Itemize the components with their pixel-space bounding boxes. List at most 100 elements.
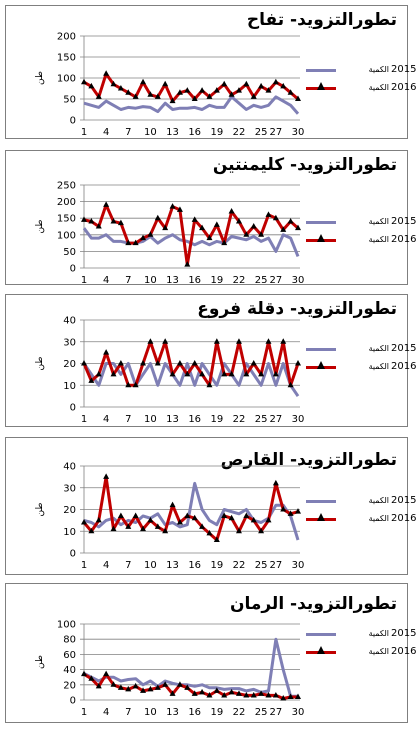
y-tick-label: 50	[63, 95, 76, 106]
data-point	[184, 370, 191, 377]
y-tick-label: 50	[63, 247, 76, 258]
data-point	[162, 224, 169, 231]
y-tick-label: 200	[57, 32, 76, 43]
x-tick-label: 13	[166, 414, 179, 425]
y-tick-label: 40	[63, 316, 76, 327]
x-tick-label: 4	[103, 414, 109, 425]
y-tick-label: 250	[57, 181, 76, 192]
x-tick-label: 27	[269, 414, 282, 425]
legend-series-label: الكمية	[368, 362, 389, 371]
y-axis-label: طن	[35, 219, 45, 233]
x-tick-label: 19	[210, 275, 223, 286]
data-point	[81, 216, 87, 222]
data-point	[206, 381, 213, 388]
x-tick-label: 4	[103, 560, 109, 571]
data-point	[169, 501, 176, 508]
legend-year: 2015	[391, 64, 417, 75]
x-tick-label: 25	[255, 127, 268, 138]
data-point	[88, 675, 95, 681]
data-point	[154, 360, 161, 366]
legend-marker-icon	[317, 646, 325, 654]
data-point	[272, 214, 279, 221]
legend-line-swatch	[306, 69, 336, 72]
legend-year: 2015	[391, 628, 417, 639]
data-point	[243, 512, 250, 519]
data-point	[154, 93, 161, 99]
data-point	[125, 381, 132, 388]
chart-title: تطورالتزويد- الرمان	[229, 594, 397, 614]
data-point	[235, 218, 242, 224]
chart-svg: 0 10 20 30 40 طن 1 4 7 10 13 16 19 22 25 27 30	[35, 316, 305, 426]
data-point	[117, 684, 124, 690]
data-point	[132, 512, 139, 519]
legend-entry: الكمية 2016	[306, 513, 416, 525]
y-tick-label: 150	[57, 53, 76, 64]
data-point	[140, 525, 147, 532]
y-tick-label: 20	[63, 359, 76, 370]
data-point	[125, 523, 132, 529]
x-tick-label: 1	[81, 560, 87, 571]
data-point	[147, 338, 154, 344]
data-point	[95, 93, 102, 99]
data-point	[272, 370, 279, 377]
chart-panel: تطورالتزويد- الرمان 0 20 40 60 80 100 طن 1 4 7 10 13…	[5, 583, 416, 723]
y-tick-label: 20	[63, 680, 76, 691]
data-point	[140, 78, 147, 85]
data-point	[132, 239, 139, 246]
legend-series-label: الكمية	[368, 65, 389, 74]
data-point	[221, 239, 228, 246]
data-point	[250, 360, 257, 366]
data-point	[117, 512, 124, 519]
legend-entry: الكمية 2015	[306, 495, 416, 507]
x-tick-label: 7	[125, 560, 131, 571]
data-point	[154, 523, 161, 529]
y-tick-label: 0	[70, 696, 76, 707]
data-point	[147, 91, 154, 97]
chart-svg: 0 20 40 60 80 100 طن 1 4 7 10 13 16 19 22 25 27 30	[35, 620, 304, 719]
series-line-2015	[83, 481, 300, 541]
data-point	[176, 360, 183, 366]
data-point	[81, 360, 87, 366]
y-tick-label: 10	[63, 381, 76, 392]
data-point	[250, 516, 257, 523]
chart-svg: 0 50 100 150 200 طن 1 4 7 10 13 16 19 22 25 27 30	[35, 32, 304, 139]
data-point	[221, 370, 228, 377]
x-tick-label: 25	[255, 707, 268, 718]
data-point	[125, 685, 132, 692]
x-tick-label: 1	[81, 127, 87, 138]
data-point	[265, 516, 272, 523]
data-point	[176, 89, 183, 95]
data-point	[199, 688, 206, 695]
data-point	[280, 338, 287, 344]
chart-title: تطورالتزويد- تفاح	[246, 10, 397, 30]
y-tick-label: 100	[57, 230, 76, 241]
series-line-2015	[83, 637, 298, 698]
x-tick-label: 16	[188, 275, 201, 286]
y-tick-label: 40	[63, 462, 76, 473]
y-axis-label: طن	[35, 502, 45, 516]
chart-title: تطورالتزويد- دقلة فروع	[197, 299, 397, 319]
data-point	[250, 223, 257, 229]
data-point	[117, 219, 124, 226]
data-point	[110, 80, 117, 87]
legend-line-swatch	[306, 500, 336, 503]
y-tick-label: 30	[63, 337, 76, 348]
x-tick-label: 19	[210, 127, 223, 138]
data-point	[81, 519, 87, 525]
x-tick-label: 4	[103, 127, 109, 138]
y-tick-label: 20	[63, 505, 76, 516]
data-point	[103, 201, 110, 207]
data-point	[235, 87, 242, 93]
data-point	[235, 338, 242, 344]
data-point	[140, 687, 147, 693]
series-line-2016	[82, 475, 299, 542]
data-point	[110, 525, 117, 532]
data-point	[88, 527, 95, 534]
x-tick-label: 30	[292, 414, 305, 425]
x-tick-label: 4	[103, 707, 109, 718]
legend-year: 2016	[391, 646, 417, 657]
data-point	[81, 670, 87, 677]
x-tick-label: 16	[188, 414, 201, 425]
data-point	[228, 208, 235, 214]
data-point	[125, 89, 132, 95]
